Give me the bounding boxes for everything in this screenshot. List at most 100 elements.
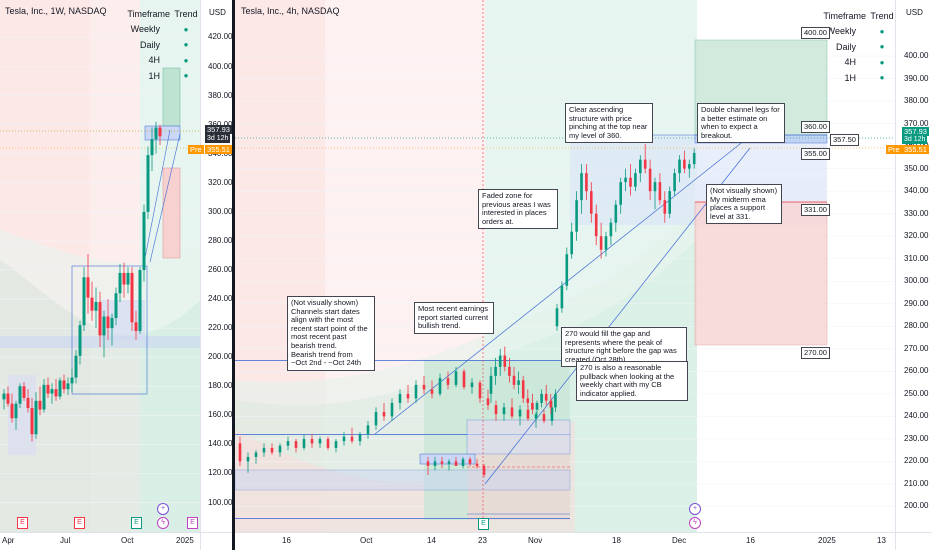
- candle-body: [648, 168, 652, 192]
- annotation-channel-start[interactable]: (Not visually shown) Channels start date…: [287, 296, 375, 371]
- annotation-earnings[interactable]: Most recent earnings report started curr…: [414, 302, 494, 334]
- weekly-pre-label: Pre: [188, 145, 204, 154]
- trend-dot-icon: ●: [879, 73, 885, 83]
- weekly-currency-label: USD: [209, 8, 226, 17]
- trend-row-label: 1H: [148, 70, 160, 81]
- x-tick-label: Oct: [121, 536, 134, 545]
- candle-body: [673, 173, 676, 192]
- trend-row-label: Daily: [835, 41, 856, 52]
- trend-dot-icon: ●: [879, 26, 885, 36]
- y-tick-label: 300.00: [208, 206, 233, 216]
- annotation-double-channel[interactable]: Double channel legs for a better estimat…: [697, 103, 785, 144]
- candle-body: [106, 316, 110, 329]
- candle-body: [86, 277, 90, 298]
- dividend-event-icon[interactable]: +: [689, 503, 701, 515]
- weekly-candles: [2, 121, 162, 442]
- y-tick-label: 100.00: [208, 497, 233, 507]
- annotation-faded-zone[interactable]: Faded zone for previous areas I was inte…: [478, 189, 558, 230]
- y-tick-label: 220.00: [904, 456, 929, 466]
- fourhour-currency-label: USD: [906, 8, 923, 17]
- y-tick-label: 380.00: [208, 90, 233, 100]
- annotation-ascending-structure[interactable]: Clear ascending structure with price pin…: [565, 103, 653, 144]
- candle-body: [342, 436, 346, 442]
- y-tick-label: 330.00: [904, 208, 929, 218]
- x-tick-label: 13: [877, 536, 886, 545]
- candle-body: [663, 200, 667, 214]
- weekly-trend-table: Timeframe Trend Weekly ● Daily ● 4H ● 1H ●: [120, 6, 202, 84]
- candle-body: [38, 400, 42, 410]
- candle-body: [90, 297, 94, 311]
- candle-body: [510, 407, 514, 417]
- candle-body: [382, 411, 386, 417]
- candle-body: [512, 375, 516, 385]
- trend-dot-icon: ●: [183, 55, 189, 65]
- y-tick-label: 200.00: [904, 501, 929, 511]
- x-tick-label: 18: [612, 536, 621, 545]
- candle-body: [692, 152, 696, 165]
- candle-body: [34, 400, 38, 435]
- pane-divider[interactable]: [232, 0, 235, 550]
- candle-body: [478, 382, 482, 399]
- candle-body: [446, 378, 450, 385]
- split-event-icon[interactable]: ϟ: [689, 517, 701, 529]
- candle-body: [30, 408, 34, 435]
- candle-body: [398, 393, 402, 403]
- candle-body: [406, 393, 410, 399]
- candle-body: [609, 222, 613, 237]
- trend-row-label: Daily: [139, 39, 160, 50]
- earnings-event-icon[interactable]: E: [74, 517, 85, 529]
- y-tick-label: 340.00: [904, 186, 929, 196]
- trend-header-trend: Trend: [870, 10, 894, 21]
- candle-body: [580, 173, 583, 201]
- candle-body: [619, 182, 622, 205]
- annotation-gap-fill[interactable]: 270 would fill the gap and represents wh…: [561, 327, 687, 368]
- candle-body: [575, 200, 578, 232]
- fourhour-candles: [238, 143, 696, 478]
- earnings-event-icon[interactable]: E: [131, 517, 142, 529]
- candle-body: [262, 447, 266, 453]
- earnings-event-icon[interactable]: E: [17, 517, 28, 529]
- earnings-event-icon[interactable]: E: [478, 518, 489, 530]
- candle-body: [470, 382, 474, 388]
- candle-body: [14, 403, 18, 419]
- weekly-chart-svg[interactable]: [0, 0, 232, 550]
- x-tick-label: 16: [746, 536, 755, 545]
- candle-body: [634, 173, 637, 187]
- earnings-event-icon[interactable]: E: [187, 517, 198, 529]
- trend-dot-icon: ●: [879, 57, 885, 67]
- candle-body: [10, 403, 14, 419]
- x-tick-label: Nov: [528, 536, 543, 545]
- split-event-icon[interactable]: ϟ: [157, 517, 169, 529]
- candle-body: [535, 402, 539, 410]
- x-tick-label: 16: [282, 536, 291, 545]
- candle-body: [461, 459, 465, 466]
- candle-body: [560, 285, 564, 309]
- candle-body: [2, 393, 6, 400]
- y-tick-label: 310.00: [904, 253, 929, 263]
- candle-body: [54, 389, 58, 397]
- candle-body: [683, 159, 686, 169]
- candle-body: [390, 402, 394, 417]
- candle-body: [294, 441, 298, 448]
- candle-body: [494, 366, 497, 376]
- fourhour-pre-price: 355.51: [902, 145, 929, 154]
- annotation-weekly-pullback[interactable]: 270 is also a reasonable pullback when l…: [576, 361, 688, 402]
- trend-dot-icon: ●: [879, 42, 885, 52]
- candle-body: [489, 375, 493, 394]
- candle-body: [454, 461, 458, 466]
- dividend-event-icon[interactable]: +: [157, 503, 169, 515]
- y-tick-label: 250.00: [904, 388, 929, 398]
- price-level-label: 357.50: [830, 134, 859, 146]
- candle-body: [98, 301, 102, 336]
- trend-row-label: Weekly: [826, 26, 856, 37]
- candle-body: [414, 384, 418, 399]
- y-tick-label: 400.00: [208, 61, 233, 71]
- x-tick-label: Dec: [672, 536, 687, 545]
- y-tick-label: 270.00: [904, 343, 929, 353]
- x-tick-label: 14: [427, 536, 436, 545]
- weekly-countdown: 3d 12h: [205, 134, 231, 143]
- y-tick-label: 380.00: [904, 96, 929, 106]
- candle-body: [526, 409, 530, 419]
- annotation-midterm-ema[interactable]: (Not visually shown) My midterm ema plac…: [706, 184, 782, 225]
- trend-dot-icon: ●: [183, 71, 189, 81]
